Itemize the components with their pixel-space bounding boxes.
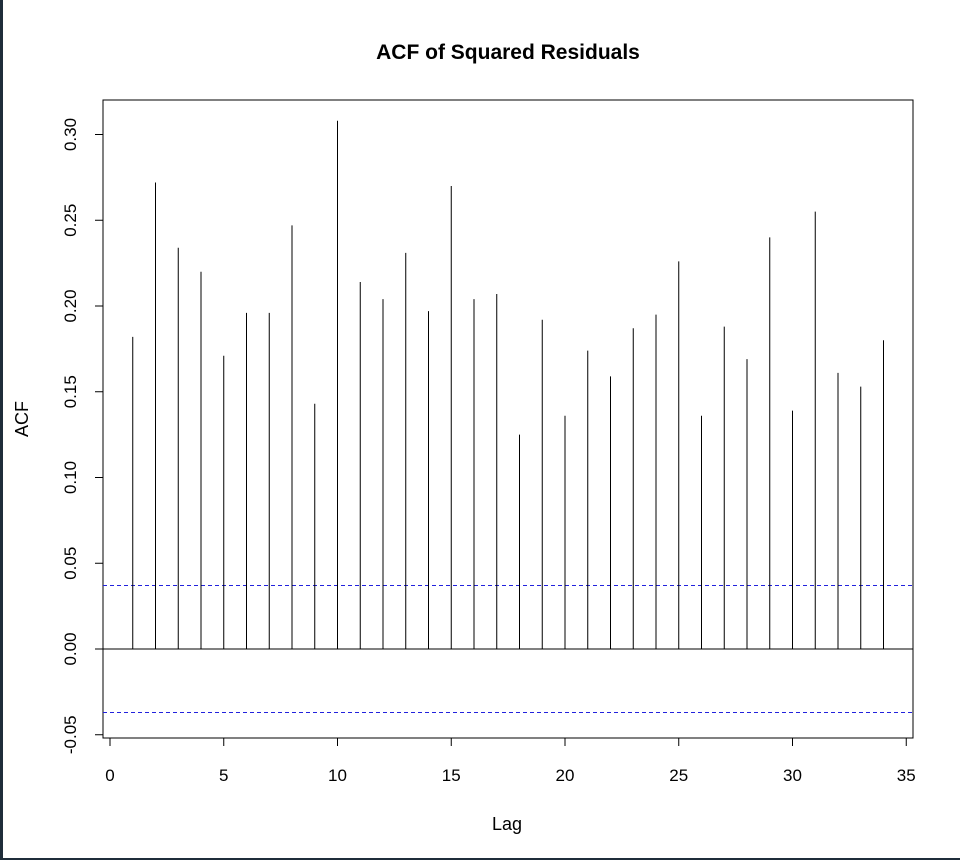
plot-box (102, 99, 914, 739)
y-tick-label: 0.00 (61, 632, 80, 665)
x-axis: 0 5 10 15 20 25 30 35 (105, 737, 916, 785)
y-tick-label: -0.05 (61, 715, 80, 754)
x-tick-label: 35 (897, 766, 916, 785)
x-tick-label: 30 (783, 766, 802, 785)
y-axis-label: ACF (12, 401, 32, 437)
y-axis: -0.05 0.00 0.05 0.10 0.15 0.20 0.25 0.30 (61, 118, 104, 754)
acf-stems (132, 120, 884, 649)
x-tick-label: 5 (219, 766, 228, 785)
x-tick-label: 20 (556, 766, 575, 785)
x-tick-label: 25 (669, 766, 688, 785)
x-tick-label: 15 (442, 766, 461, 785)
y-tick-label: 0.20 (61, 289, 80, 322)
y-tick-label: 0.10 (61, 461, 80, 494)
chart-title: ACF of Squared Residuals (376, 41, 640, 64)
y-tick-label: 0.30 (61, 118, 80, 151)
y-tick-label: 0.15 (61, 375, 80, 408)
x-tick-label: 0 (105, 766, 114, 785)
y-tick-label: 0.05 (61, 547, 80, 580)
confidence-bounds (103, 585, 913, 713)
x-tick-label: 10 (328, 766, 347, 785)
x-axis-label: Lag (492, 814, 522, 834)
y-tick-label: 0.25 (61, 204, 80, 237)
acf-chart: ACF of Squared Residuals -0.05 0.00 0.05 0.… (12, 41, 916, 834)
